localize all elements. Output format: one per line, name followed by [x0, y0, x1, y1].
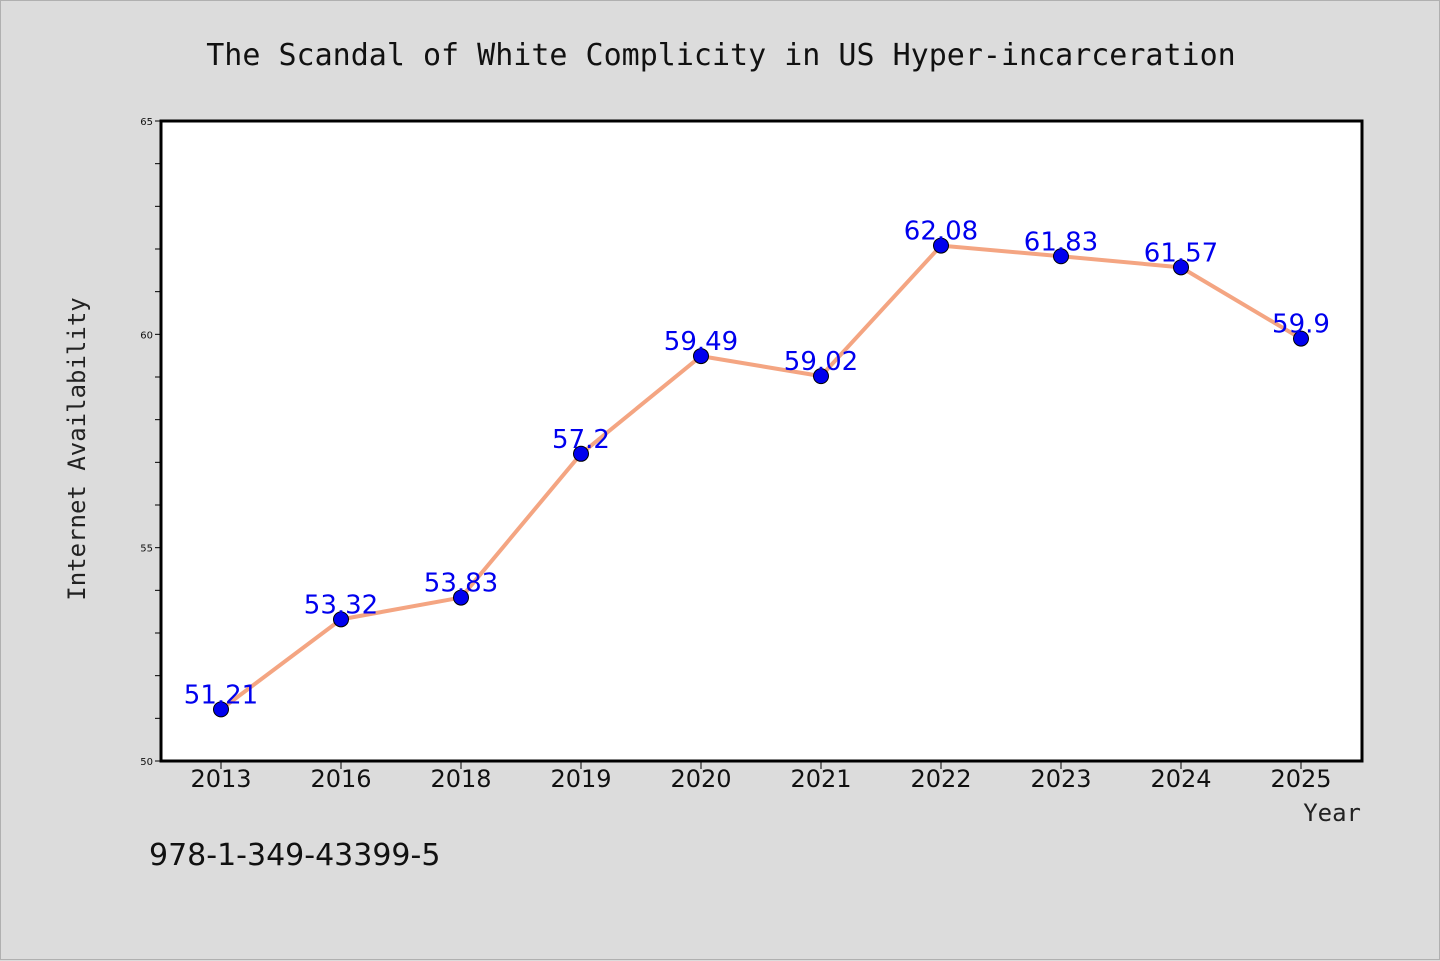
data-label: 57.2 [552, 425, 610, 455]
data-label: 51.21 [184, 680, 258, 710]
y-tick-label: 65 [140, 117, 153, 128]
y-axis: 50 55 60 65 [140, 117, 161, 768]
series-line [219, 243, 1303, 712]
data-label: 61.57 [1144, 238, 1218, 268]
data-label: 59.02 [784, 347, 858, 377]
data-point [1053, 248, 1069, 265]
x-tick-label: 2021 [790, 765, 851, 793]
data-label: 53.83 [424, 569, 498, 599]
data-points [213, 237, 1309, 718]
x-tick-label: 2013 [190, 765, 251, 793]
data-point [693, 348, 709, 365]
plot-area [159, 119, 1364, 763]
x-axis: 2013 2016 2018 2019 2020 2021 2022 2023 2024 2025 [190, 761, 1332, 793]
x-tick-label: 2016 [310, 765, 371, 793]
data-point [813, 368, 829, 385]
data-point [453, 589, 469, 606]
x-axis-title: Year [1303, 799, 1361, 827]
y-tick-label: 50 [140, 757, 153, 768]
data-label: 61.83 [1024, 227, 1098, 257]
data-point [573, 445, 589, 462]
data-point [213, 701, 229, 718]
x-tick-label: 2024 [1150, 765, 1211, 793]
x-tick-label: 2019 [550, 765, 611, 793]
data-point [1293, 330, 1309, 347]
series [219, 243, 1303, 712]
data-point [333, 611, 349, 628]
x-tick-label: 2020 [670, 765, 731, 793]
data-label: 59.9 [1272, 310, 1330, 340]
data-label: 62.08 [904, 217, 978, 247]
x-tick-label: 2018 [430, 765, 491, 793]
data-label: 59.49 [664, 327, 738, 357]
y-axis-title: Internet Availability [63, 297, 91, 600]
y-tick-label: 60 [140, 330, 153, 341]
chart-title: The Scandal of White Complicity in US Hy… [206, 38, 1236, 73]
x-tick-label: 2022 [910, 765, 971, 793]
data-label: 53.32 [304, 590, 378, 620]
y-tick-label: 55 [140, 544, 153, 555]
x-tick-label: 2025 [1270, 765, 1331, 793]
isbn-text: 978-1-349-43399-5 [149, 838, 440, 873]
x-tick-label: 2023 [1030, 765, 1091, 793]
data-point [1173, 259, 1189, 276]
data-point [933, 237, 949, 254]
data-labels: 51.21 53.32 53.83 57.2 59.49 59.02 62.08 61.83 6… [184, 217, 1330, 711]
